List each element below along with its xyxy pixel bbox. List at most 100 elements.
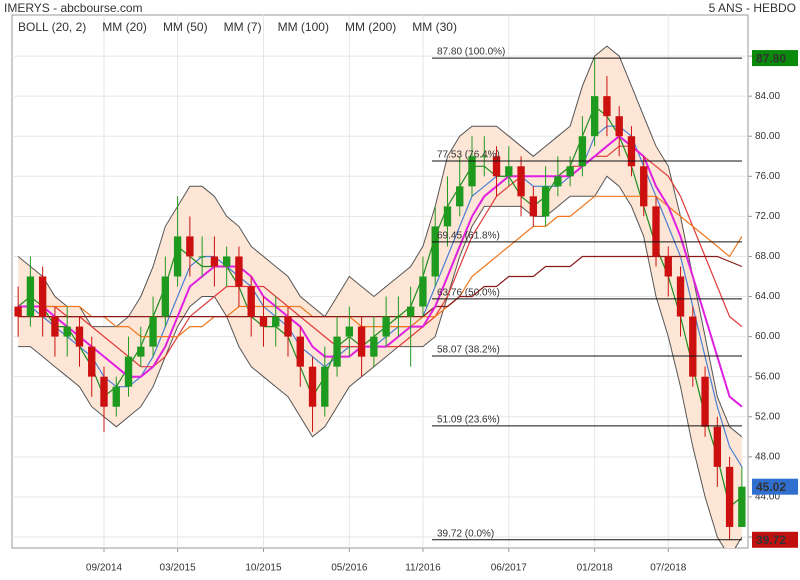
price-marker-label: 39.72 <box>756 533 786 547</box>
x-tick-label: 05/2016 <box>331 563 368 574</box>
candle-body <box>382 316 390 337</box>
candle-body <box>443 206 452 227</box>
price-marker-label: 45.02 <box>756 480 786 494</box>
candle-body <box>406 306 415 317</box>
candle-body <box>738 486 746 527</box>
x-tick-label: 06/2017 <box>491 563 528 574</box>
chart-title: IMERYS - abcbourse.com <box>4 1 143 15</box>
legend-entry: MM (100) <box>278 20 329 34</box>
candle-body <box>75 326 84 347</box>
price-marker <box>752 50 798 67</box>
candle-body <box>186 236 194 257</box>
candle-body <box>149 316 157 347</box>
candle-body <box>725 466 734 527</box>
fib-label: 69.45 (61.8%) <box>437 231 500 242</box>
legend-entry: MM (50) <box>163 20 208 34</box>
bollinger-lower <box>18 175 743 548</box>
candle-body <box>615 116 623 137</box>
candle-body <box>505 166 513 177</box>
y-tick-label: 84.00 <box>755 91 780 102</box>
candle-body <box>198 256 206 258</box>
candle-body <box>247 286 255 317</box>
price-marker <box>752 478 798 495</box>
candle-body <box>173 236 182 277</box>
candle-body <box>88 346 96 377</box>
candle-body <box>689 316 697 377</box>
moving-average <box>18 195 743 338</box>
candle-body <box>419 276 427 307</box>
fib-label: 63.76 (50.0%) <box>437 288 500 299</box>
candle-body <box>308 366 317 407</box>
candle-body <box>112 386 120 407</box>
bollinger-band <box>18 46 742 548</box>
legend-entry: BOLL (20, 2) <box>18 20 86 34</box>
legend-entry: MM (200) <box>345 20 396 34</box>
fib-label: 39.72 (0.0%) <box>437 528 494 539</box>
x-tick-label: 09/2014 <box>86 563 123 574</box>
candle-body <box>603 96 611 117</box>
candle-body <box>431 226 439 277</box>
legend-entry: MM (20) <box>102 20 147 34</box>
y-tick-label: 44.00 <box>755 492 780 503</box>
candle-body <box>492 156 501 177</box>
x-tick-label: 07/2018 <box>650 563 687 574</box>
x-tick-label: 01/2018 <box>577 563 614 574</box>
candle-body <box>480 156 488 158</box>
candle-body <box>161 276 170 317</box>
candle-body <box>333 336 341 367</box>
moving-average <box>18 134 743 408</box>
candle-body <box>284 316 292 337</box>
y-tick-label: 60.00 <box>755 331 780 342</box>
candle-body <box>394 316 403 318</box>
candle-body <box>529 196 538 217</box>
candle-body <box>51 316 59 337</box>
candle-body <box>370 336 378 357</box>
candle-body <box>627 136 636 167</box>
candle-body <box>701 376 709 427</box>
candle-body <box>100 376 108 407</box>
fib-label: 58.07 (38.2%) <box>437 345 500 356</box>
fib-label: 51.09 (23.6%) <box>437 415 500 426</box>
plot-area <box>12 15 748 548</box>
candle-body <box>541 186 550 217</box>
candle-body <box>222 256 231 267</box>
candle-body <box>38 276 47 317</box>
y-tick-label: 80.00 <box>755 131 780 142</box>
y-tick-label: 68.00 <box>755 251 780 262</box>
legend-entry: MM (7) <box>224 20 262 34</box>
legend-entry: MM (30) <box>412 20 457 34</box>
candle-body <box>137 346 145 357</box>
candle-body <box>456 186 464 207</box>
candle-body <box>63 326 71 337</box>
price-marker <box>752 531 798 548</box>
y-tick-label: 76.00 <box>755 171 780 182</box>
y-tick-label: 48.00 <box>755 451 780 462</box>
candle-body <box>357 326 366 357</box>
candle-body <box>259 316 268 327</box>
moving-average <box>18 255 743 318</box>
candle-body <box>124 356 133 387</box>
candle-body <box>640 166 648 207</box>
candle-body <box>554 176 562 187</box>
y-tick-label: 52.00 <box>755 411 780 422</box>
candle-body <box>517 166 525 197</box>
candle-body <box>210 256 219 267</box>
plot-frame <box>11 14 749 549</box>
y-tick-label: 72.00 <box>755 211 780 222</box>
fib-label: 77.53 (76.4%) <box>437 150 500 161</box>
candle-body <box>578 136 587 167</box>
bollinger-upper <box>17 45 743 438</box>
candle-body <box>235 256 243 287</box>
candle-body <box>296 336 304 367</box>
candle-body <box>590 96 599 137</box>
price-marker-label: 87.80 <box>756 51 786 65</box>
fib-label: 87.80 (100.0%) <box>437 47 505 58</box>
candle-body <box>468 156 476 187</box>
x-tick-label: 03/2015 <box>160 563 197 574</box>
candle-body <box>664 256 672 277</box>
candle-body <box>676 276 685 317</box>
x-tick-label: 11/2016 <box>405 563 441 574</box>
y-tick-label: 56.00 <box>755 371 780 382</box>
